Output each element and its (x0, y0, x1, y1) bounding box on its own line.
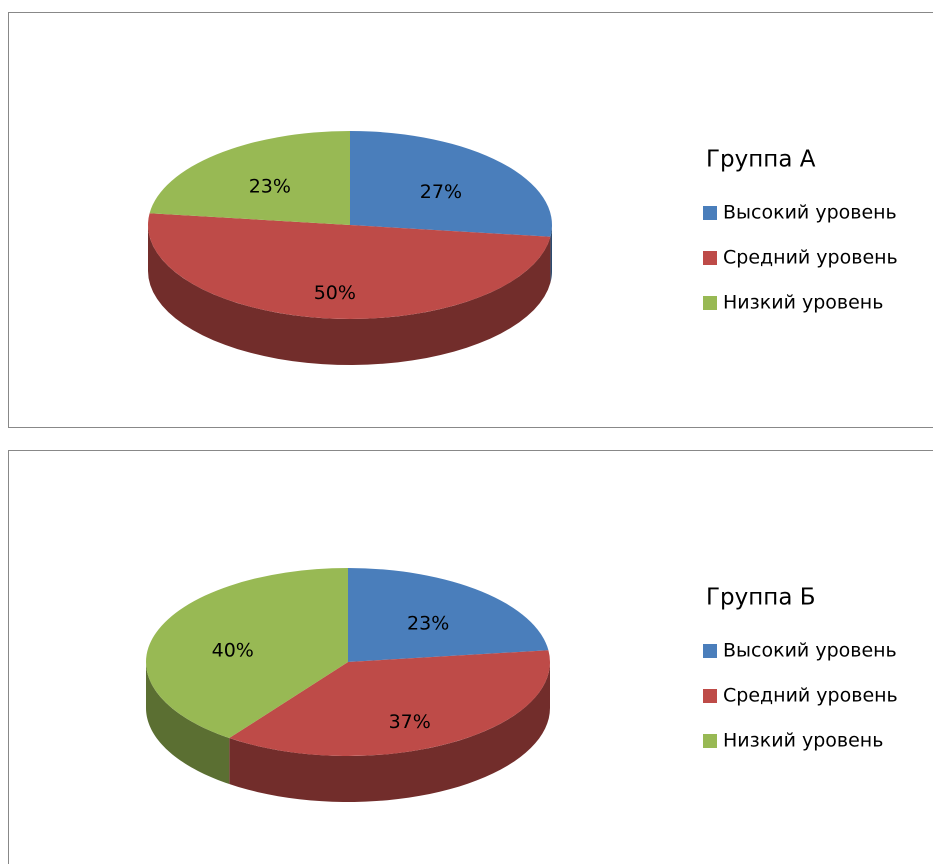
data-label: 27% (420, 181, 462, 203)
pie-slice (148, 213, 551, 319)
data-label: 23% (249, 176, 291, 198)
legend-swatch (703, 296, 717, 310)
pie-slice (348, 568, 549, 662)
legend-label: Средний уровень (723, 247, 898, 269)
pie-slice (149, 131, 350, 225)
pie-slice (350, 131, 553, 237)
legend-swatch (703, 644, 717, 658)
legend-swatch (703, 734, 717, 748)
pie-side (229, 662, 550, 802)
legend-label: Низкий уровень (723, 292, 883, 314)
data-label: 37% (389, 711, 431, 733)
pie-slice (145, 568, 348, 739)
legend-label: Высокий уровень (723, 202, 897, 224)
legend-swatch (703, 251, 717, 265)
legend-title: Группа Б (706, 585, 816, 611)
legend-label: Средний уровень (723, 685, 898, 707)
pie-side (146, 662, 230, 785)
data-label: 23% (407, 613, 449, 635)
legend-swatch (703, 206, 717, 220)
pie-slice (229, 650, 550, 756)
data-label: 40% (212, 640, 254, 662)
legend-title: Группа А (706, 147, 816, 173)
legend-label: Высокий уровень (723, 640, 897, 662)
pie-side (550, 225, 552, 283)
legend-swatch (703, 689, 717, 703)
data-label: 50% (314, 282, 356, 304)
legend-label: Низкий уровень (723, 730, 883, 752)
pie-side (148, 225, 551, 365)
